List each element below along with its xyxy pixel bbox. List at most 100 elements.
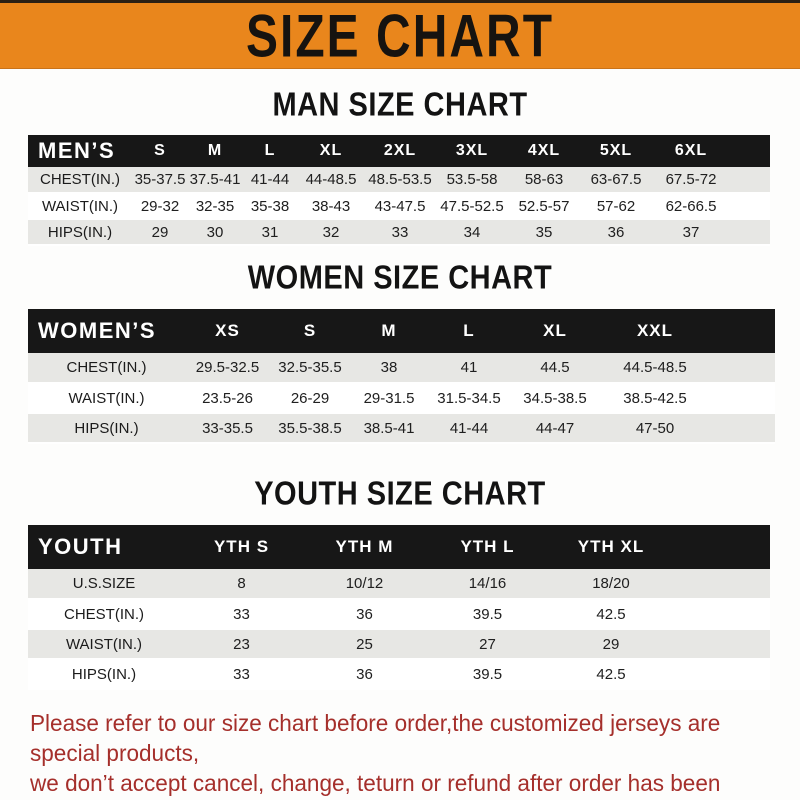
cell: 36 <box>303 599 426 630</box>
men-col-header: 4XL <box>508 135 580 167</box>
cell: 14/16 <box>426 569 549 600</box>
cell: 62-66.5 <box>652 193 730 220</box>
table-row: HIPS(IN.) 29 30 31 32 33 34 35 36 37 <box>28 219 770 246</box>
youth-col-header: YTH XL <box>549 525 673 569</box>
spacer-cell <box>730 167 770 194</box>
table-row: WAIST(IN.) 29-32 32-35 35-38 38-43 43-47… <box>28 193 770 220</box>
cell: 37 <box>652 219 730 246</box>
cell: 29.5-32.5 <box>185 353 270 384</box>
men-col-header: S <box>132 135 188 167</box>
table-row: CHEST(IN.) 33 36 39.5 42.5 <box>28 599 770 630</box>
spacer-cell <box>710 353 775 384</box>
women-col-header: XL <box>510 309 600 353</box>
cell: 29 <box>132 219 188 246</box>
cell: 38.5-41 <box>350 413 428 444</box>
women-header-row: WOMEN’S XS S M L XL XXL <box>28 309 775 353</box>
table-row: CHEST(IN.) 29.5-32.5 32.5-35.5 38 41 44.… <box>28 353 775 384</box>
cell: 31.5-34.5 <box>428 383 510 414</box>
cell: 47.5-52.5 <box>436 193 508 220</box>
table-row: U.S.SIZE 8 10/12 14/16 18/20 <box>28 569 770 600</box>
cell: 41 <box>428 353 510 384</box>
cell: 57-62 <box>580 193 652 220</box>
table-row: WAIST(IN.) 23 25 27 29 <box>28 629 770 660</box>
men-col-header: 2XL <box>364 135 436 167</box>
cell: 37.5-41 <box>188 167 242 194</box>
cell: 44.5-48.5 <box>600 353 710 384</box>
cell: 34.5-38.5 <box>510 383 600 414</box>
spacer-cell <box>730 135 770 167</box>
cell: 18/20 <box>549 569 673 600</box>
cell: 47-50 <box>600 413 710 444</box>
spacer-cell <box>673 569 770 600</box>
cell: 67.5-72 <box>652 167 730 194</box>
cell: 32 <box>298 219 364 246</box>
cell: 36 <box>580 219 652 246</box>
men-header-row: MEN’S S M L XL 2XL 3XL 4XL 5XL 6XL <box>28 135 770 167</box>
cell: 41-44 <box>242 167 298 194</box>
row-label: HIPS(IN.) <box>28 413 185 444</box>
spacer-cell <box>730 219 770 246</box>
cell: 35.5-38.5 <box>270 413 350 444</box>
row-label: HIPS(IN.) <box>28 659 180 690</box>
cell: 29-32 <box>132 193 188 220</box>
women-section-title: WOMEN SIZE CHART <box>247 259 553 297</box>
cell: 44.5 <box>510 353 600 384</box>
cell: 23.5-26 <box>185 383 270 414</box>
cell: 31 <box>242 219 298 246</box>
cell: 33 <box>180 659 303 690</box>
women-col-header: S <box>270 309 350 353</box>
disclaimer-text: Please refer to our size chart before or… <box>30 708 785 800</box>
cell: 27 <box>426 629 549 660</box>
cell: 39.5 <box>426 599 549 630</box>
cell: 33 <box>364 219 436 246</box>
spacer-cell <box>673 629 770 660</box>
men-col-header: 5XL <box>580 135 652 167</box>
spacer-cell <box>730 193 770 220</box>
cell: 42.5 <box>549 659 673 690</box>
youth-col-header: YTH M <box>303 525 426 569</box>
cell: 23 <box>180 629 303 660</box>
cell: 35 <box>508 219 580 246</box>
row-label: WAIST(IN.) <box>28 193 132 220</box>
cell: 38.5-42.5 <box>600 383 710 414</box>
cell: 52.5-57 <box>508 193 580 220</box>
row-label: U.S.SIZE <box>28 569 180 600</box>
spacer-cell <box>673 659 770 690</box>
banner-title: SIZE CHART <box>245 1 555 70</box>
women-size-table: WOMEN’S XS S M L XL XXL CHEST(IN.) 29.5-… <box>28 309 775 444</box>
cell: 38-43 <box>298 193 364 220</box>
row-label: CHEST(IN.) <box>28 353 185 384</box>
cell: 63-67.5 <box>580 167 652 194</box>
men-col-header: XL <box>298 135 364 167</box>
men-section-title: MAN SIZE CHART <box>272 86 528 124</box>
youth-col-header: YTH L <box>426 525 549 569</box>
cell: 43-47.5 <box>364 193 436 220</box>
disclaimer-line-1: Please refer to our size chart before or… <box>30 710 721 766</box>
women-corner-label: WOMEN’S <box>28 309 185 353</box>
men-col-header: 6XL <box>652 135 730 167</box>
men-col-header: M <box>188 135 242 167</box>
men-corner-label: MEN’S <box>28 135 132 167</box>
cell: 53.5-58 <box>436 167 508 194</box>
men-size-table: MEN’S S M L XL 2XL 3XL 4XL 5XL 6XL CHEST… <box>28 135 770 246</box>
cell: 44-47 <box>510 413 600 444</box>
men-col-header: L <box>242 135 298 167</box>
cell: 35-38 <box>242 193 298 220</box>
women-col-header: M <box>350 309 428 353</box>
cell: 29-31.5 <box>350 383 428 414</box>
table-row: HIPS(IN.) 33-35.5 35.5-38.5 38.5-41 41-4… <box>28 413 775 444</box>
cell: 34 <box>436 219 508 246</box>
spacer-cell <box>710 383 775 414</box>
spacer-cell <box>673 599 770 630</box>
cell: 48.5-53.5 <box>364 167 436 194</box>
women-col-header: XS <box>185 309 270 353</box>
cell: 32-35 <box>188 193 242 220</box>
table-row: WAIST(IN.) 23.5-26 26-29 29-31.5 31.5-34… <box>28 383 775 414</box>
cell: 30 <box>188 219 242 246</box>
cell: 41-44 <box>428 413 510 444</box>
row-label: WAIST(IN.) <box>28 629 180 660</box>
row-label: CHEST(IN.) <box>28 167 132 194</box>
spacer-cell <box>710 309 775 353</box>
youth-corner-label: YOUTH <box>28 525 180 569</box>
spacer-cell <box>673 525 770 569</box>
